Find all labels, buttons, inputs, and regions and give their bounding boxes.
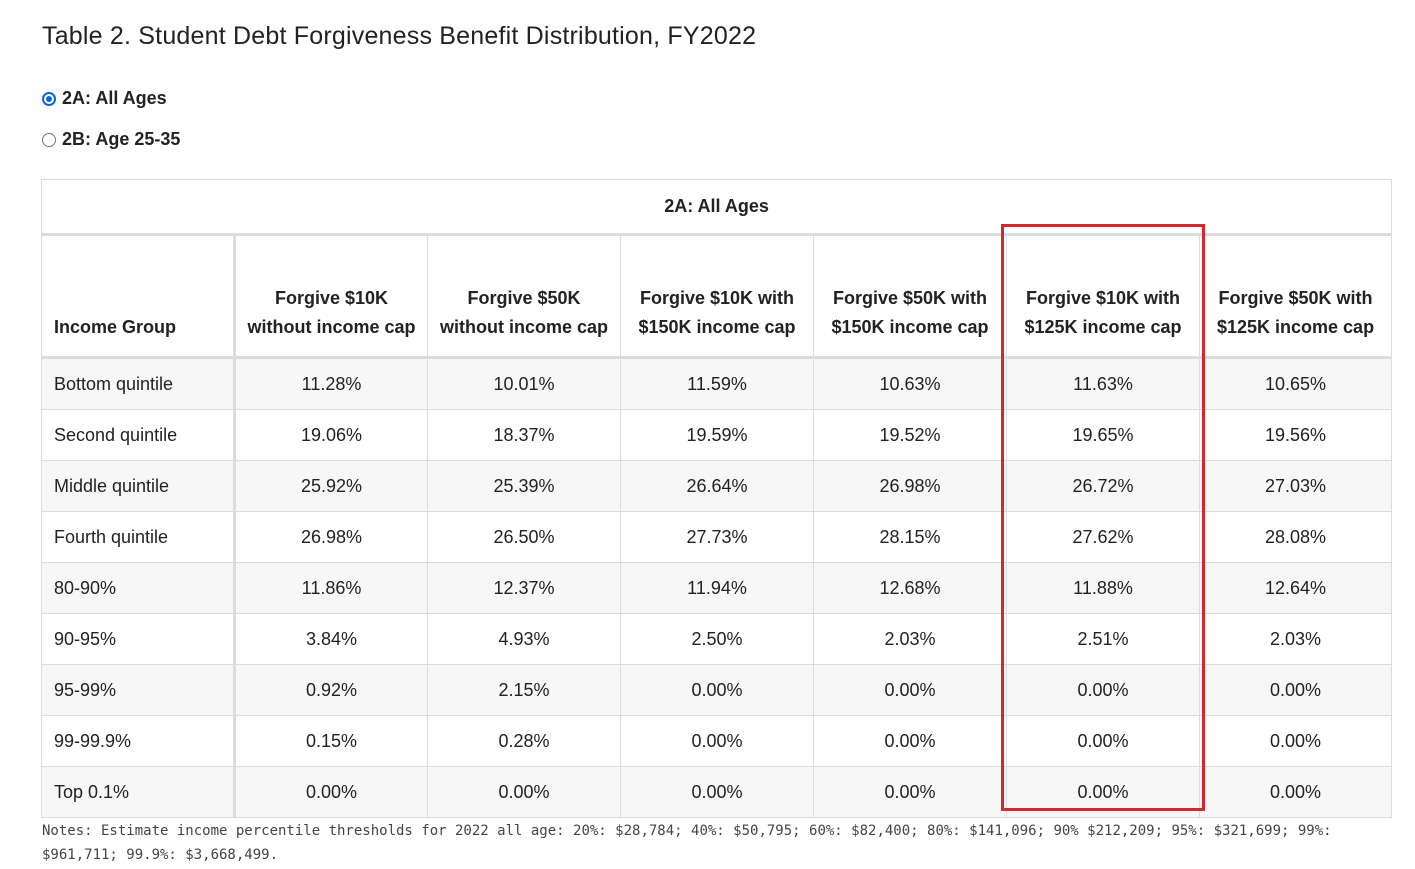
- table-row: 95-99% 0.92% 2.15% 0.00% 0.00% 0.00% 0.0…: [41, 664, 1393, 716]
- value-cell: 0.00%: [620, 715, 814, 767]
- radio-label: 2B: Age 25-35: [62, 129, 181, 149]
- value-cell: 19.59%: [620, 409, 814, 461]
- value-cell: 11.63%: [1006, 357, 1200, 410]
- value-cell: 11.28%: [234, 357, 428, 410]
- value-cell: 0.00%: [1198, 664, 1393, 716]
- column-header: Forgive $50K with $125K income cap: [1198, 234, 1393, 359]
- income-group-cell: 80-90%: [41, 562, 236, 614]
- income-group-cell: Bottom quintile: [41, 357, 236, 410]
- value-cell: 19.56%: [1198, 409, 1393, 461]
- table-row: Second quintile 19.06% 18.37% 19.59% 19.…: [41, 409, 1393, 461]
- value-cell: 26.72%: [1006, 460, 1200, 512]
- value-cell: 0.00%: [1006, 664, 1200, 716]
- value-cell: 0.15%: [234, 715, 428, 767]
- value-cell: 19.65%: [1006, 409, 1200, 461]
- value-cell: 2.15%: [427, 664, 621, 716]
- income-group-cell: 99-99.9%: [41, 715, 236, 767]
- value-cell: 19.06%: [234, 409, 428, 461]
- column-header: Forgive $10K without income cap: [234, 234, 428, 359]
- value-cell: 12.68%: [813, 562, 1007, 614]
- value-cell: 0.00%: [813, 715, 1007, 767]
- value-cell: 0.00%: [1006, 766, 1200, 818]
- column-header: Income Group: [41, 234, 236, 359]
- income-group-cell: Top 0.1%: [41, 766, 236, 818]
- radio-unselected-icon[interactable]: [42, 132, 56, 147]
- table-row: Bottom quintile 11.28% 10.01% 11.59% 10.…: [41, 357, 1393, 410]
- column-header: Forgive $50K without income cap: [427, 234, 621, 359]
- income-group-cell: Second quintile: [41, 409, 236, 461]
- value-cell: 25.39%: [427, 460, 621, 512]
- radio-option-age-25-35[interactable]: 2B: Age 25-35: [42, 129, 180, 150]
- value-cell: 0.92%: [234, 664, 428, 716]
- value-cell: 0.00%: [1006, 715, 1200, 767]
- value-cell: 28.15%: [813, 511, 1007, 563]
- value-cell: 27.03%: [1198, 460, 1393, 512]
- benefit-distribution-table: 2A: All Ages Income Group Forgive $10K w…: [40, 179, 1393, 818]
- column-header: Forgive $10K with $125K income cap: [1006, 234, 1200, 359]
- value-cell: 0.00%: [813, 664, 1007, 716]
- value-cell: 2.03%: [813, 613, 1007, 665]
- value-cell: 18.37%: [427, 409, 621, 461]
- value-cell: 0.00%: [1198, 766, 1393, 818]
- value-cell: 3.84%: [234, 613, 428, 665]
- income-group-cell: Fourth quintile: [41, 511, 236, 563]
- income-group-cell: 95-99%: [41, 664, 236, 716]
- radio-selected-icon[interactable]: [42, 91, 56, 106]
- radio-option-all-ages[interactable]: 2A: All Ages: [42, 88, 167, 109]
- value-cell: 4.93%: [427, 613, 621, 665]
- value-cell: 28.08%: [1198, 511, 1393, 563]
- value-cell: 10.63%: [813, 357, 1007, 410]
- value-cell: 12.64%: [1198, 562, 1393, 614]
- table-row: Top 0.1% 0.00% 0.00% 0.00% 0.00% 0.00% 0…: [41, 766, 1393, 818]
- table-row: 80-90% 11.86% 12.37% 11.94% 12.68% 11.88…: [41, 562, 1393, 614]
- table-row: Middle quintile 25.92% 25.39% 26.64% 26.…: [41, 460, 1393, 512]
- table-row: Fourth quintile 26.98% 26.50% 27.73% 28.…: [41, 511, 1393, 563]
- value-cell: 12.37%: [427, 562, 621, 614]
- value-cell: 27.73%: [620, 511, 814, 563]
- value-cell: 2.03%: [1198, 613, 1393, 665]
- value-cell: 26.98%: [813, 460, 1007, 512]
- column-header: Forgive $50K with $150K income cap: [813, 234, 1007, 359]
- table-row: 90-95% 3.84% 4.93% 2.50% 2.03% 2.51% 2.0…: [41, 613, 1393, 665]
- value-cell: 11.59%: [620, 357, 814, 410]
- table-caption: 2A: All Ages: [40, 179, 1393, 236]
- value-cell: 11.88%: [1006, 562, 1200, 614]
- value-cell: 11.86%: [234, 562, 428, 614]
- page-title: Table 2. Student Debt Forgiveness Benefi…: [42, 22, 757, 50]
- value-cell: 0.00%: [620, 766, 814, 818]
- value-cell: 0.00%: [234, 766, 428, 818]
- table-header-row: Income Group Forgive $10K without income…: [41, 234, 1393, 359]
- value-cell: 0.00%: [813, 766, 1007, 818]
- income-group-cell: Middle quintile: [41, 460, 236, 512]
- radio-label: 2A: All Ages: [62, 88, 167, 108]
- column-header: Forgive $10K with $150K income cap: [620, 234, 814, 359]
- value-cell: 19.52%: [813, 409, 1007, 461]
- value-cell: 10.01%: [427, 357, 621, 410]
- data-table-container: 2A: All Ages Income Group Forgive $10K w…: [40, 179, 1393, 818]
- value-cell: 11.94%: [620, 562, 814, 614]
- value-cell: 2.51%: [1006, 613, 1200, 665]
- income-group-cell: 90-95%: [41, 613, 236, 665]
- value-cell: 10.65%: [1198, 357, 1393, 410]
- value-cell: 0.28%: [427, 715, 621, 767]
- value-cell: 0.00%: [427, 766, 621, 818]
- value-cell: 27.62%: [1006, 511, 1200, 563]
- value-cell: 26.64%: [620, 460, 814, 512]
- value-cell: 0.00%: [1198, 715, 1393, 767]
- value-cell: 2.50%: [620, 613, 814, 665]
- table-row: 99-99.9% 0.15% 0.28% 0.00% 0.00% 0.00% 0…: [41, 715, 1393, 767]
- value-cell: 26.50%: [427, 511, 621, 563]
- value-cell: 26.98%: [234, 511, 428, 563]
- table-notes: Notes: Estimate income percentile thresh…: [42, 823, 1332, 863]
- value-cell: 0.00%: [620, 664, 814, 716]
- value-cell: 25.92%: [234, 460, 428, 512]
